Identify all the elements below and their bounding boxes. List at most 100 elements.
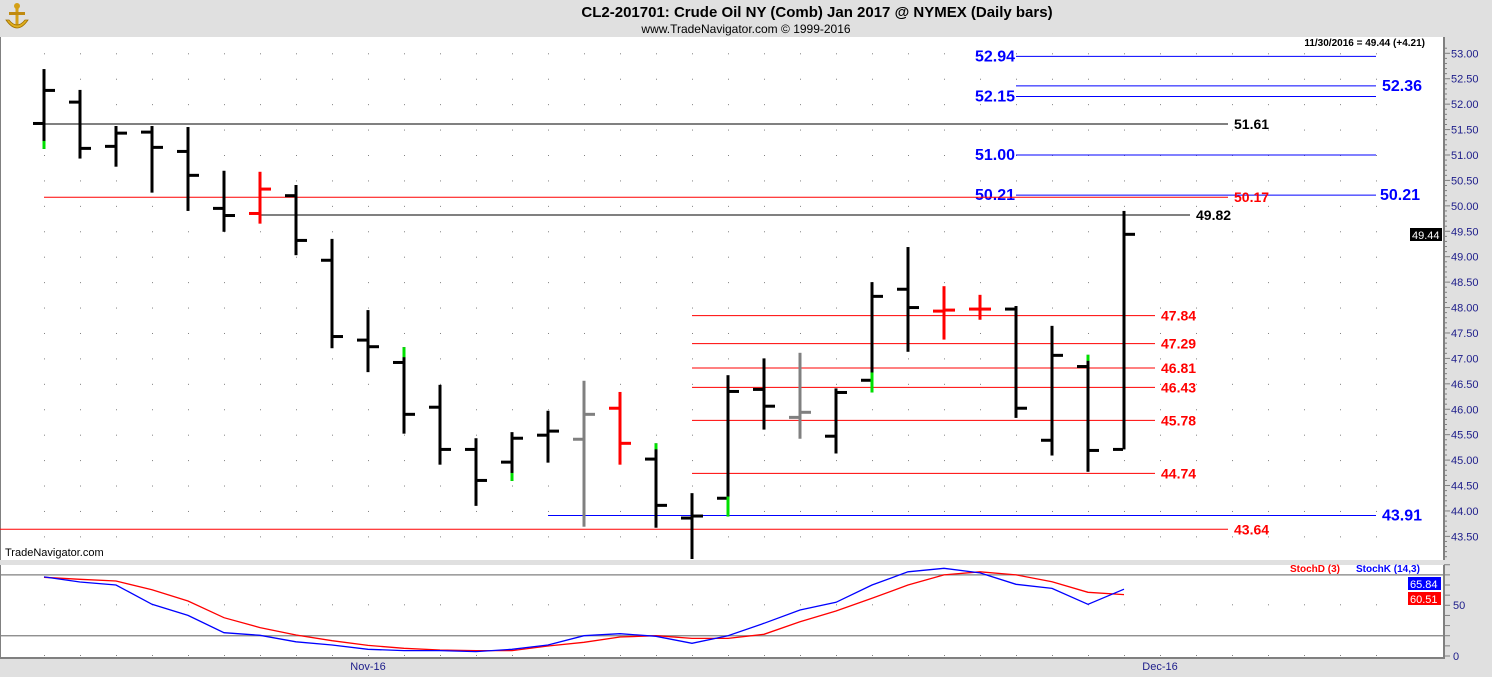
grid-dot <box>296 460 297 462</box>
grid-dot <box>1124 460 1125 462</box>
grid-dot <box>692 383 693 385</box>
grid-dot <box>1088 180 1089 182</box>
grid-dot <box>512 536 513 538</box>
price-panel[interactable] <box>0 37 1443 560</box>
grid-dot <box>188 104 189 106</box>
grid-dot <box>1232 53 1233 55</box>
grid-dot <box>80 409 81 411</box>
bar-open-tick <box>897 287 907 291</box>
grid-dot <box>1340 604 1341 606</box>
grid-dot <box>1304 282 1305 284</box>
grid-dot <box>1232 358 1233 360</box>
grid-dot <box>656 129 657 131</box>
grid-dot <box>944 231 945 233</box>
bar-mark <box>402 347 406 358</box>
grid-dot <box>1268 485 1269 487</box>
grid-dot <box>1232 231 1233 233</box>
grid-dot <box>836 307 837 309</box>
grid-dot <box>260 383 261 385</box>
grid-dot <box>116 256 117 258</box>
grid-dot <box>368 256 369 258</box>
grid-dot <box>1376 604 1377 606</box>
grid-dot <box>44 53 45 55</box>
grid-dot <box>908 604 909 606</box>
grid-dot <box>800 510 801 512</box>
grid-dot <box>548 655 549 656</box>
grid-dot <box>44 434 45 436</box>
grid-dot <box>404 155 405 156</box>
grid-dot <box>836 332 837 334</box>
grid-dot <box>224 434 225 436</box>
grid-dot <box>116 383 117 385</box>
bar-open-tick <box>681 516 691 520</box>
grid-dot <box>800 604 801 606</box>
grid-dot <box>908 78 909 80</box>
ohlc-bar <box>1005 306 1027 418</box>
grid-dot <box>404 655 405 656</box>
grid-dot <box>404 205 405 207</box>
grid-dot <box>548 78 549 80</box>
grid-dot <box>1304 53 1305 55</box>
grid-dot <box>548 510 549 512</box>
x-tick-dec: Dec-16 <box>1142 661 1177 673</box>
grid-dot <box>1052 536 1053 538</box>
grid-dot <box>1160 256 1161 258</box>
level-label: 51.61 <box>1234 116 1269 132</box>
grid-dot <box>260 332 261 334</box>
grid-dot <box>584 256 585 258</box>
grid-dot <box>1340 282 1341 284</box>
grid-dot <box>260 231 261 233</box>
grid-dot <box>1268 129 1269 131</box>
bar-range <box>474 438 478 506</box>
grid-dot <box>1340 129 1341 131</box>
grid-dot <box>1268 231 1269 233</box>
grid-dot <box>944 434 945 436</box>
grid-dot <box>188 383 189 385</box>
grid-dot <box>224 155 225 156</box>
grid-dot <box>224 655 225 656</box>
grid-dot <box>764 231 765 233</box>
grid-dot <box>836 180 837 182</box>
grid-dot <box>476 282 477 284</box>
grid-dot <box>44 510 45 512</box>
grid-dot <box>224 104 225 106</box>
grid-dot <box>980 205 981 207</box>
grid-dot <box>728 307 729 309</box>
grid-dot <box>152 205 153 207</box>
grid-dot <box>1304 180 1305 182</box>
grid-dot <box>260 282 261 284</box>
bar-close-tick <box>1089 448 1099 452</box>
bar-range <box>186 127 190 211</box>
grid-dot <box>332 383 333 385</box>
bar-close-tick <box>225 214 235 218</box>
stochd-last-label: 60.51 <box>1410 594 1438 606</box>
ohlc-bar <box>141 126 163 193</box>
grid-dot <box>908 460 909 462</box>
grid-dot <box>980 510 981 512</box>
bar-open-tick <box>609 406 619 410</box>
grid-dot <box>980 409 981 411</box>
grid-dot <box>692 231 693 233</box>
grid-dot <box>692 460 693 462</box>
stochastic-panel[interactable] <box>0 565 1443 659</box>
grid-dot <box>332 485 333 487</box>
ohlc-bar <box>69 89 91 159</box>
grid-dot <box>116 434 117 436</box>
grid-dot <box>404 282 405 284</box>
price-tick-label: 51.50 <box>1451 125 1479 137</box>
grid-dot <box>1088 485 1089 487</box>
grid-dot <box>944 510 945 512</box>
grid-dot <box>1268 180 1269 182</box>
grid-dot <box>476 256 477 258</box>
grid-dot <box>728 205 729 207</box>
bar-range <box>258 171 262 224</box>
grid-dot <box>332 53 333 55</box>
grid-dot <box>980 78 981 80</box>
grid-dot <box>728 256 729 258</box>
grid-dot <box>1196 383 1197 385</box>
grid-dot <box>44 155 45 156</box>
grid-dot <box>1196 256 1197 258</box>
grid-dot <box>260 129 261 131</box>
grid-dot <box>116 655 117 656</box>
grid-dot <box>1340 460 1341 462</box>
